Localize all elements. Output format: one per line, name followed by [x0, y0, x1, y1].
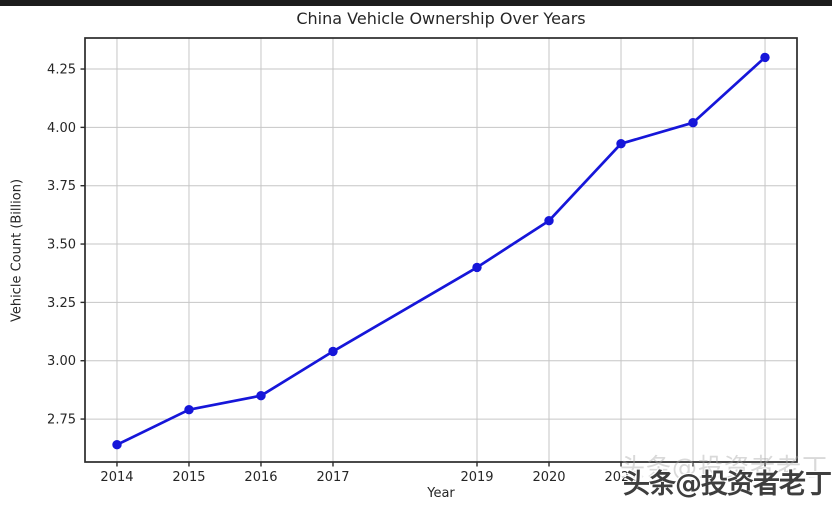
x-tick-label: 2015: [172, 470, 205, 485]
y-tick-label: 2.75: [47, 413, 76, 428]
x-axis-label: Year: [427, 486, 455, 501]
x-tick-label: 2014: [100, 470, 133, 485]
x-tick-label: 2020: [532, 470, 565, 485]
data-point-2017: [328, 346, 338, 357]
y-tick-label: 3.50: [47, 238, 76, 253]
data-point-2015: [184, 405, 194, 415]
x-tick-label: 2016: [244, 470, 277, 485]
data-point-2023: [760, 52, 770, 63]
y-tick-label: 4.00: [47, 121, 76, 136]
data-point-2021: [616, 139, 626, 149]
chart-title: China Vehicle Ownership Over Years: [296, 9, 586, 28]
x-tick-label: 2021: [604, 470, 637, 485]
y-tick-label: 3.75: [47, 179, 76, 194]
data-point-2016: [256, 391, 266, 401]
y-tick-label: 3.00: [47, 354, 76, 369]
watermark-text: 头条@投资者老丁: [623, 469, 832, 500]
data-line: [115, 56, 767, 447]
top-border-bar: [0, 0, 832, 6]
data-point-2020: [544, 216, 554, 226]
plot-frame: [84, 37, 798, 463]
data-point-2014: [112, 440, 122, 450]
x-tick-label: 2017: [316, 470, 349, 485]
data-point-2019: [472, 262, 482, 273]
x-tick-label: 2019: [460, 470, 493, 485]
y-tick-label: 3.25: [47, 296, 76, 311]
y-tick-label: 4.25: [47, 63, 76, 78]
data-point-2022: [688, 118, 698, 128]
